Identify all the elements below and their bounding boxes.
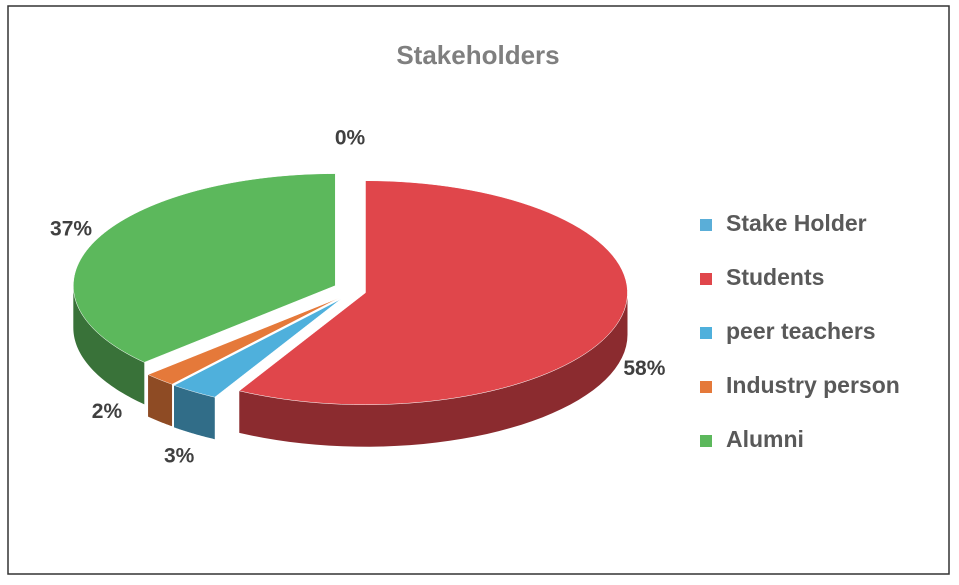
- slice: [238, 180, 628, 405]
- legend-label: Alumni: [726, 426, 804, 452]
- slice-side: [174, 385, 215, 440]
- legend-label: Stake Holder: [726, 210, 867, 236]
- legend-swatch: [700, 435, 712, 447]
- legend-label: Industry person: [726, 372, 900, 398]
- slice: [173, 298, 342, 398]
- legend-label: peer teachers: [726, 318, 876, 344]
- legend-swatch: [700, 381, 712, 393]
- data-label: 2%: [92, 400, 123, 423]
- slice: [73, 173, 336, 363]
- slice-side: [73, 285, 145, 405]
- slice-side: [239, 292, 628, 447]
- slice: [147, 297, 340, 385]
- data-label: 58%: [623, 357, 665, 380]
- chart-title: Stakeholders: [396, 40, 559, 70]
- legend-swatch: [700, 273, 712, 285]
- data-label: 3%: [164, 445, 195, 468]
- slice-side: [148, 374, 173, 427]
- legend-label: Students: [726, 264, 824, 290]
- legend-swatch: [700, 219, 712, 231]
- legend-swatch: [700, 327, 712, 339]
- data-label: 0%: [335, 126, 366, 149]
- data-label: 37%: [50, 217, 92, 240]
